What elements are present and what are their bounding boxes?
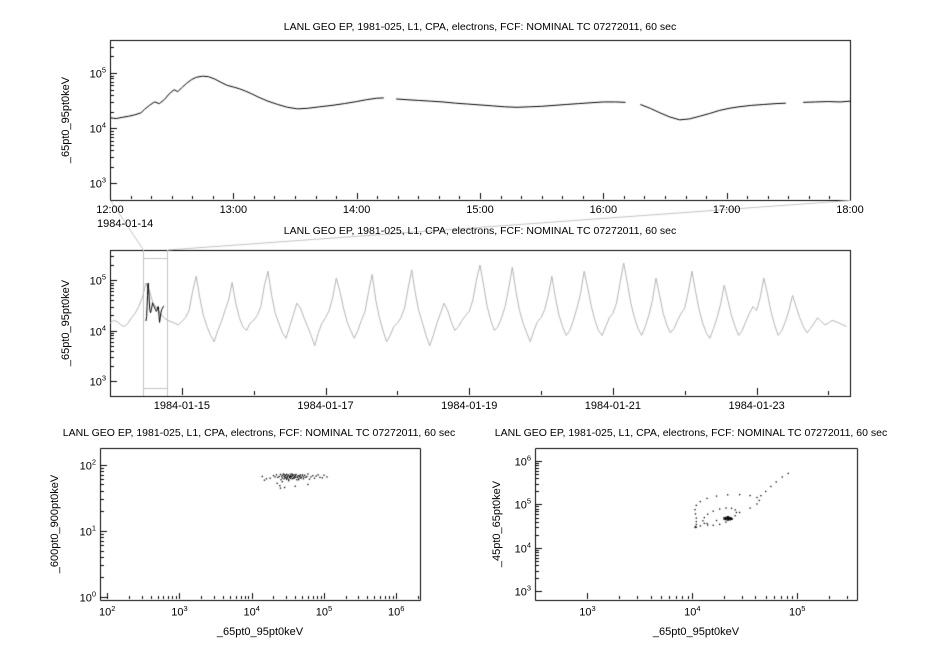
autoplot-window: LANL GEO EP, 1981-025, L1, CPA, electron… xyxy=(0,0,926,647)
plot-canvas[interactable] xyxy=(0,0,926,647)
